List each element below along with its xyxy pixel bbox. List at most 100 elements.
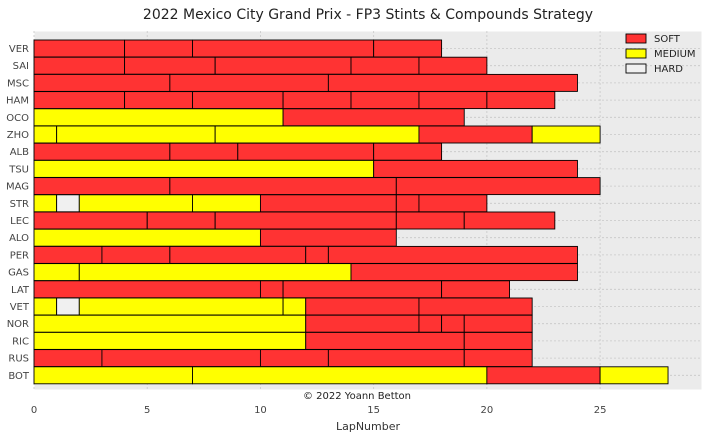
y-tick-label: TSU <box>8 164 29 175</box>
stint-bar-rus-soft <box>259 349 329 368</box>
stint-bar-lat-soft <box>259 280 284 299</box>
stint-bar-msc-soft <box>33 73 171 92</box>
stint-bar-ham-soft <box>282 91 352 110</box>
stint-bar-oco-medium <box>33 108 284 127</box>
stint-bar-mag-soft <box>395 177 601 196</box>
stint-bar-ver-soft <box>33 39 126 58</box>
legend-label-hard: HARD <box>654 64 683 75</box>
y-tick-label: MAG <box>6 182 29 193</box>
stint-bar-bot-soft <box>486 366 601 385</box>
bar-layer <box>33 39 669 385</box>
stint-bar-ham-soft <box>418 91 488 110</box>
stint-bar-nor-soft <box>463 314 533 333</box>
stint-bar-sai-soft <box>418 56 488 75</box>
stint-bar-nor-soft <box>305 314 420 333</box>
y-tick-label: VET <box>10 302 30 313</box>
x-tick-label: 20 <box>481 405 494 416</box>
stint-bar-zho-soft <box>418 125 533 144</box>
stint-bar-msc-soft <box>169 73 329 92</box>
stint-bar-gas-medium <box>78 263 352 282</box>
y-tick-label: HAM <box>6 96 29 107</box>
stint-bar-sai-soft <box>124 56 216 75</box>
stint-bar-ric-soft <box>463 331 533 350</box>
stint-bar-lec-soft <box>395 211 465 230</box>
stint-bar-ver-soft <box>373 39 443 58</box>
stint-bar-ver-soft <box>124 39 193 58</box>
stint-bar-per-soft <box>33 245 103 264</box>
stint-bar-alb-soft <box>373 142 443 161</box>
y-tick-label: PER <box>10 250 29 261</box>
stint-bar-str-medium <box>192 194 261 213</box>
stint-bar-zho-medium <box>33 125 58 144</box>
stint-bar-msc-soft <box>327 73 578 92</box>
y-tick-label: STR <box>10 199 29 210</box>
stint-bar-lec-soft <box>214 211 397 230</box>
stint-bar-gas-soft <box>350 263 578 282</box>
stint-bar-alb-soft <box>169 142 239 161</box>
stint-bar-vet-medium <box>33 297 58 316</box>
stint-bar-oco-soft <box>282 108 465 127</box>
stint-bar-ric-soft <box>305 331 465 350</box>
legend-swatch-medium <box>625 48 647 59</box>
stint-bar-lat-soft <box>441 280 510 299</box>
legend: SOFT MEDIUM HARD <box>625 33 696 75</box>
stint-bar-gas-medium <box>33 263 80 282</box>
y-tick-label: LAT <box>11 285 30 296</box>
legend-swatch-soft <box>625 33 647 44</box>
stint-bar-mag-soft <box>169 177 397 196</box>
x-axis-label: LapNumber <box>336 420 401 433</box>
stint-bar-str-medium <box>33 194 58 213</box>
y-tick-label: LEC <box>10 216 29 227</box>
legend-swatch-hard <box>625 63 647 74</box>
y-tick-label: RUS <box>8 354 29 365</box>
stint-bar-rus-soft <box>33 349 103 368</box>
chart-title: 2022 Mexico City Grand Prix - FP3 Stints… <box>143 7 593 23</box>
stint-bar-rus-soft <box>327 349 465 368</box>
y-tick-layer: VER SAI MSC HAM OCO ZHO ALB TSU MAG STR LEC ALO PER G… <box>6 44 30 382</box>
stint-bar-str-soft <box>418 194 488 213</box>
y-tick-label: NOR <box>7 319 29 330</box>
stint-bar-sai-soft <box>350 56 420 75</box>
y-tick-label: VER <box>9 44 29 55</box>
x-tick-label: 5 <box>144 405 150 416</box>
y-tick-label: ALO <box>9 233 29 244</box>
stint-bar-sai-soft <box>214 56 352 75</box>
x-tick-label: 15 <box>367 405 380 416</box>
stint-bar-str-medium <box>78 194 193 213</box>
stint-bar-per-soft <box>305 245 329 264</box>
y-tick-label: GAS <box>8 268 29 279</box>
stint-bar-str-soft <box>259 194 397 213</box>
stint-bar-zho-medium <box>56 125 216 144</box>
x-tick-layer: 0 5 10 15 20 25 <box>31 405 607 416</box>
y-tick-label: BOT <box>8 371 30 382</box>
stint-bar-zho-medium <box>214 125 420 144</box>
stint-bar-tsu-medium <box>33 159 375 178</box>
stint-bar-bot-medium <box>192 366 488 385</box>
legend-label-soft: SOFT <box>654 34 681 45</box>
stint-bar-lec-soft <box>146 211 216 230</box>
stint-bar-per-soft <box>101 245 171 264</box>
x-tick-label: 10 <box>254 405 267 416</box>
stint-bar-ham-soft <box>350 91 420 110</box>
stint-bar-bot-medium <box>599 366 669 385</box>
stint-bar-lec-soft <box>33 211 148 230</box>
stint-bar-vet-medium <box>78 297 284 316</box>
stint-bar-ham-soft <box>124 91 193 110</box>
stint-bar-lat-soft <box>282 280 443 299</box>
y-tick-label: MSC <box>7 78 29 89</box>
stint-bar-rus-soft <box>463 349 533 368</box>
stint-bar-ham-soft <box>33 91 126 110</box>
x-tick-label: 0 <box>31 405 37 416</box>
stint-bar-vet-soft <box>418 297 533 316</box>
stint-bar-vet-medium <box>282 297 307 316</box>
stint-bar-ric-medium <box>33 331 307 350</box>
stint-bar-str-hard <box>56 194 80 213</box>
y-tick-label: RIC <box>12 336 29 347</box>
stint-bar-vet-soft <box>305 297 420 316</box>
stint-bar-str-soft <box>395 194 420 213</box>
stint-bar-alb-soft <box>33 142 171 161</box>
stint-bar-sai-soft <box>33 56 126 75</box>
stint-bar-per-soft <box>327 245 578 264</box>
